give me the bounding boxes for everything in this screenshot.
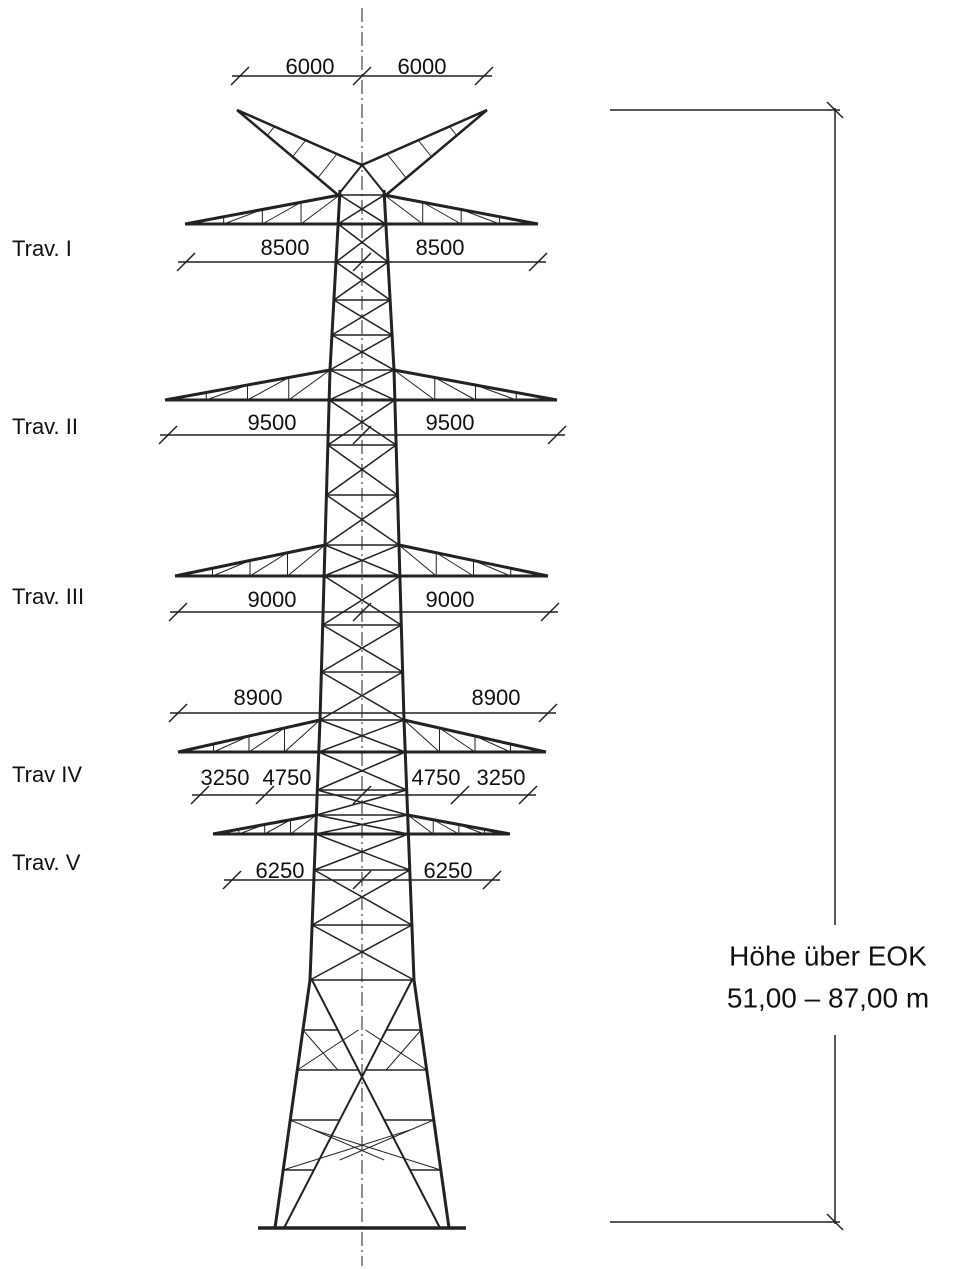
dim-text: 8900 (472, 685, 521, 710)
line (312, 870, 410, 925)
line (283, 1130, 410, 1170)
line (323, 576, 400, 625)
dim-text: 4750 (263, 765, 312, 790)
crossarm-label: Trav. V (12, 850, 81, 875)
line (404, 720, 414, 980)
line (275, 980, 310, 1228)
line (237, 110, 362, 165)
dim-text: 6250 (424, 858, 473, 883)
line (326, 445, 396, 495)
dim-text: 9000 (248, 587, 297, 612)
dim-text: 6000 (286, 54, 335, 79)
dim-text: 8900 (234, 685, 283, 710)
height-label: 51,00 – 87,00 m (727, 982, 929, 1013)
line (325, 495, 398, 545)
line (340, 195, 386, 224)
line (336, 262, 390, 300)
line (386, 1030, 421, 1070)
line (324, 576, 401, 625)
line (330, 190, 340, 370)
dim-text: 3250 (201, 765, 250, 790)
line (314, 1130, 441, 1170)
line (312, 925, 414, 980)
line (384, 190, 394, 370)
line (418, 140, 431, 157)
line (330, 335, 392, 370)
line (366, 1030, 427, 1070)
tower-drawing: 6000 6000 Trav. I 8500 8500 Trav. II 950… (0, 0, 955, 1269)
line (414, 980, 449, 1228)
line (297, 1030, 358, 1070)
line (332, 335, 394, 370)
line (318, 154, 337, 178)
dim-text: 4750 (412, 765, 461, 790)
dim-text: 6250 (256, 858, 305, 883)
line (312, 980, 440, 1228)
line (362, 110, 487, 165)
line (334, 300, 392, 335)
line (338, 224, 388, 262)
dim-text: 3250 (477, 765, 526, 790)
line (310, 720, 320, 980)
line (326, 495, 399, 545)
line (303, 1030, 338, 1070)
dim-text: 9500 (426, 410, 475, 435)
crossarm-label: Trav. II (12, 414, 78, 439)
height-label: Höhe über EOK (729, 940, 927, 971)
dim-text: 8500 (416, 235, 465, 260)
line (362, 165, 386, 195)
dim-text: 6000 (398, 54, 447, 79)
line (310, 925, 412, 980)
structure (159, 8, 843, 1266)
line (328, 445, 398, 495)
line (336, 224, 386, 262)
crossarm-label: Trav. III (12, 584, 84, 609)
line (293, 140, 306, 157)
line (334, 262, 388, 300)
line (267, 127, 274, 136)
line (284, 980, 412, 1228)
line (237, 110, 338, 195)
dim-text: 9000 (426, 587, 475, 612)
line (387, 154, 406, 178)
dim-text: 9500 (248, 410, 297, 435)
line (386, 110, 487, 195)
line (338, 165, 362, 195)
line (338, 195, 384, 224)
line (332, 300, 390, 335)
crossarm-label: Trav IV (12, 762, 82, 787)
dim-text: 8500 (261, 235, 310, 260)
crossarm-label: Trav. I (12, 236, 72, 261)
line (450, 127, 457, 136)
